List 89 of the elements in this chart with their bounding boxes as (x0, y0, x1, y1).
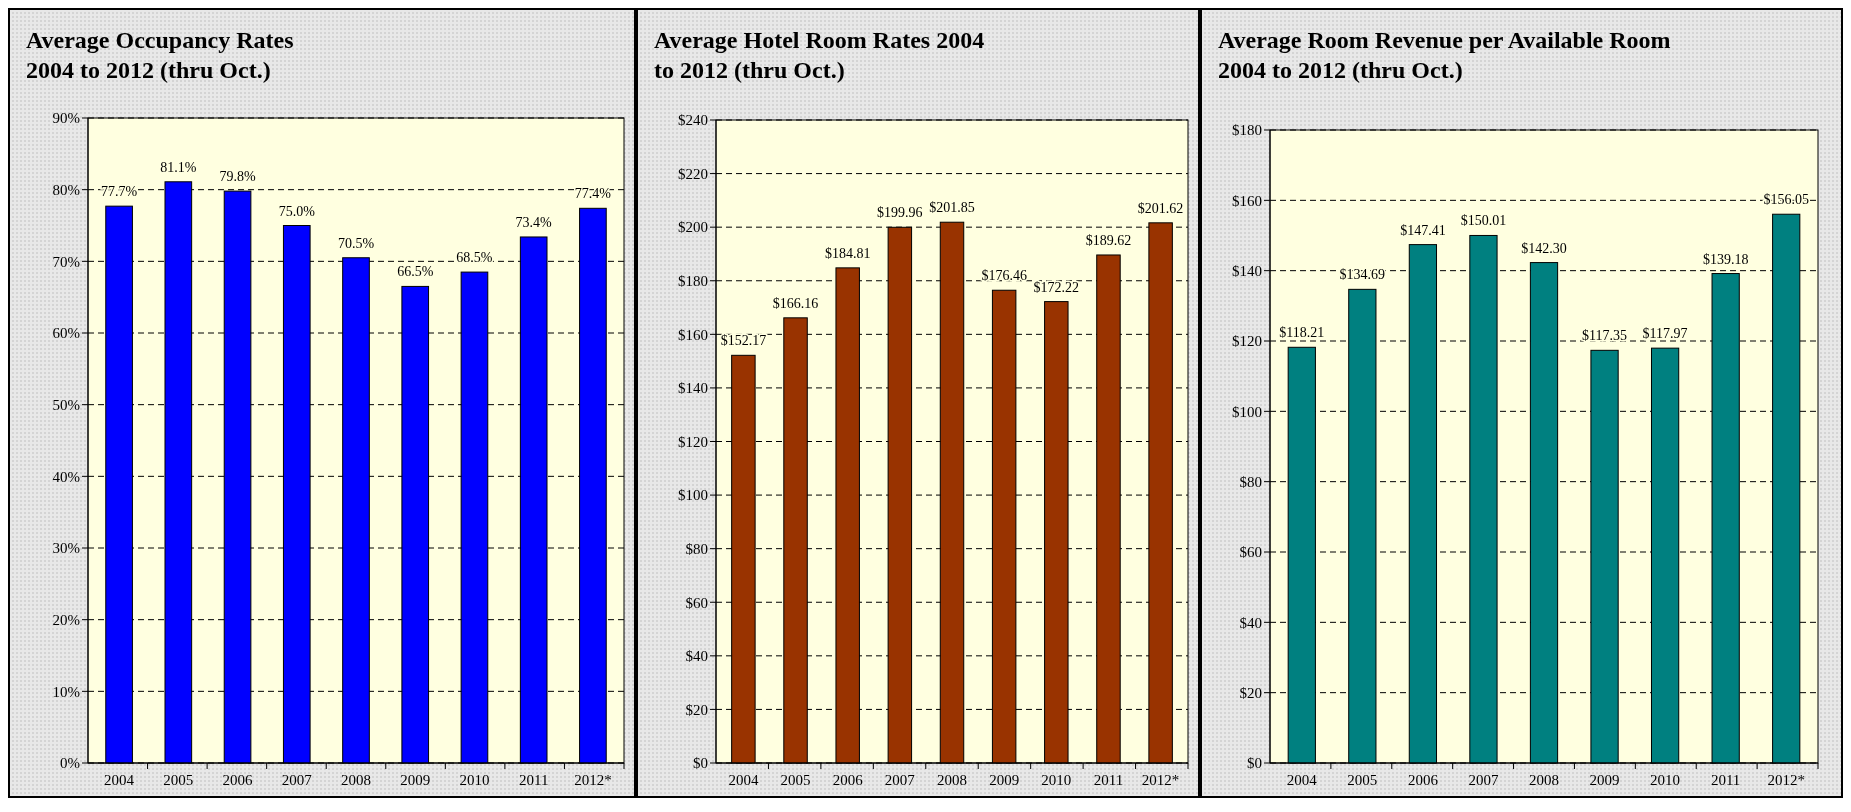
data-label: $150.01 (1460, 213, 1507, 229)
x-tick-label: 2007 (1468, 772, 1499, 788)
x-tick-label: 2004 (104, 772, 135, 788)
x-tick-label: 2011 (518, 772, 549, 788)
y-tick-label: $80 (685, 540, 708, 557)
chart-title: Average Hotel Room Rates 2004 to 2012 (thru Oct.) (654, 27, 985, 83)
x-tick-label: 2012* (1141, 772, 1180, 788)
y-tick-label: 40% (52, 468, 80, 485)
data-label: $134.69 (1339, 267, 1386, 283)
y-tick-label: $180 (678, 273, 708, 289)
data-label: 66.5% (397, 264, 434, 280)
y-tick-label: 30% (52, 540, 80, 557)
y-tick-label: 70% (52, 253, 80, 270)
x-tick-label: 2006 (222, 772, 254, 788)
y-tick-label: $160 (1232, 192, 1262, 209)
x-tick-label: 2005 (163, 772, 194, 788)
x-tick-label: 2009 (989, 772, 1020, 788)
y-tick-label: $40 (685, 648, 708, 665)
y-tick-label: $80 (1239, 473, 1262, 490)
y-tick-label: $180 (1232, 122, 1262, 139)
x-tick-label: 2010 (1650, 772, 1681, 788)
x-tick-label: 2008 (937, 772, 967, 788)
data-label: $152.17 (720, 333, 767, 349)
y-tick-label: $20 (685, 701, 708, 718)
x-tick-label: 2008 (341, 772, 371, 788)
data-label: $176.46 (981, 268, 1027, 284)
y-tick-label: $140 (678, 380, 708, 397)
data-label: $147.41 (1400, 222, 1446, 238)
data-label: $166.16 (772, 295, 819, 311)
data-label: 77.7% (101, 184, 138, 200)
x-tick-label: 2005 (1347, 772, 1378, 788)
y-tick-label: $60 (685, 594, 708, 611)
data-label: 77.4% (574, 186, 612, 202)
x-tick-label: 2012* (1767, 772, 1805, 788)
y-tick-label: $140 (1232, 262, 1262, 279)
data-label: $201.62 (1137, 200, 1184, 216)
data-label: $139.18 (1702, 251, 1749, 267)
y-tick-label: 80% (52, 181, 80, 198)
y-tick-label: $200 (678, 219, 708, 236)
y-tick-label: $0 (693, 755, 708, 772)
x-tick-label: 2010 (459, 772, 490, 788)
x-tick-label: 2010 (1041, 772, 1072, 788)
data-label: $117.97 (1642, 326, 1688, 342)
data-label: $199.96 (877, 205, 923, 221)
y-tick-label: $240 (678, 112, 708, 129)
x-tick-label: 2011 (1710, 772, 1741, 788)
y-tick-label: $100 (1232, 403, 1262, 420)
chart-title: Average Occupancy Rates 2004 to 2012 (thru Oct.) (26, 27, 294, 83)
x-tick-label: 2007 (281, 772, 313, 788)
data-label: $189.62 (1085, 232, 1132, 248)
data-label: $184.81 (824, 245, 871, 261)
chart-title: Average Room Revenue per Available Room 2004 to 2012 (thru Oct.) (1218, 27, 1671, 83)
x-tick-label: 2009 (400, 772, 431, 788)
y-tick-label: 50% (52, 396, 80, 413)
y-tick-label: $20 (1239, 684, 1262, 701)
data-label: 75.0% (278, 203, 316, 219)
data-label: 79.8% (219, 169, 256, 185)
y-tick-label: $160 (678, 326, 708, 343)
y-tick-label: $60 (1239, 544, 1262, 561)
data-label: $118.21 (1279, 325, 1325, 341)
y-tick-label: $0 (1247, 755, 1262, 772)
x-tick-label: 2009 (1589, 772, 1620, 788)
y-tick-label: 0% (60, 755, 80, 772)
x-tick-label: 2011 (1093, 772, 1124, 788)
y-tick-label: $40 (1239, 614, 1262, 631)
y-tick-label: 90% (52, 110, 80, 127)
y-tick-label: 20% (52, 611, 80, 628)
x-tick-label: 2005 (780, 772, 811, 788)
data-label: $172.22 (1033, 279, 1080, 295)
data-label: $201.85 (929, 200, 975, 216)
y-tick-label: $120 (678, 433, 708, 450)
data-label: 81.1% (160, 159, 197, 175)
y-tick-label: 60% (52, 325, 80, 342)
x-tick-label: 2004 (1286, 772, 1318, 788)
x-tick-label: 2012* (574, 772, 612, 788)
x-tick-label: 2006 (1407, 772, 1439, 788)
data-label: 70.5% (337, 235, 375, 251)
y-tick-label: $220 (678, 165, 708, 182)
data-label: $117.35 (1582, 328, 1628, 344)
y-tick-label: $120 (1232, 333, 1262, 350)
data-label: $156.05 (1763, 192, 1809, 208)
y-tick-label: $100 (678, 487, 708, 504)
x-tick-label: 2007 (884, 772, 916, 788)
x-tick-label: 2008 (1529, 772, 1559, 788)
x-tick-label: 2004 (728, 772, 759, 788)
x-tick-label: 2006 (832, 772, 864, 788)
data-label: $142.30 (1521, 240, 1567, 256)
y-tick-label: 10% (52, 683, 80, 700)
data-label: 73.4% (515, 214, 553, 230)
